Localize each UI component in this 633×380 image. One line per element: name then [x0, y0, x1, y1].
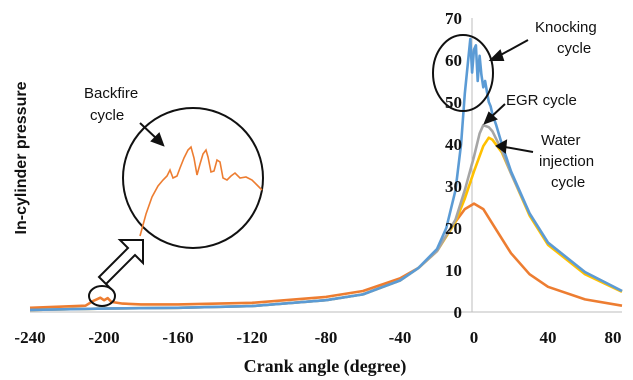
- x-tick-label: 40: [540, 328, 557, 347]
- y-tick-label: 70: [445, 9, 462, 28]
- backfire-marker-circle: [88, 285, 116, 307]
- y-tick-label: 30: [445, 177, 462, 196]
- knocking-arrowhead: [488, 49, 505, 61]
- x-tick-label: -240: [14, 328, 45, 347]
- knocking-arrow: [496, 39, 529, 58]
- backfire-zoom-arrow: [97, 239, 144, 290]
- knocking-zoom-circle: [432, 34, 494, 112]
- x-tick-label: -160: [162, 328, 193, 347]
- y-tick-label: 40: [445, 135, 462, 154]
- x-tick-labels: -240 -200 -160 -120 -80 -40 0 40 80: [14, 328, 621, 347]
- series-line-3: [29, 37, 623, 312]
- annotation-egr: EGR cycle: [506, 92, 577, 109]
- annotation-backfire: Backfire cycle: [84, 85, 142, 124]
- y-axis-title: In-cylinder pressure: [13, 81, 30, 234]
- x-tick-label: -40: [389, 328, 412, 347]
- y-tick-label: 60: [445, 51, 462, 70]
- y-tick-label: 0: [454, 303, 463, 322]
- x-tick-label: -80: [315, 328, 338, 347]
- series-line-0: [29, 202, 623, 310]
- annotation-water-injection: Water injection cycle: [539, 132, 598, 191]
- x-tick-label: -200: [88, 328, 119, 347]
- x-tick-label: -120: [236, 328, 267, 347]
- backfire-zoom-circle: [122, 107, 264, 249]
- backfire-arrow: [139, 122, 158, 140]
- series-group: [29, 37, 623, 312]
- water-arrowhead: [495, 139, 508, 154]
- annotation-arrows: [139, 39, 534, 154]
- y-tick-label: 20: [445, 219, 462, 238]
- water-arrow: [504, 146, 534, 153]
- x-tick-label: 0: [470, 328, 479, 347]
- y-tick-label: 10: [445, 261, 462, 280]
- x-axis-title: Crank angle (degree): [244, 356, 407, 377]
- annotation-knocking: Knocking cycle: [535, 19, 601, 57]
- egr-arrowhead: [483, 111, 498, 125]
- series-line-1: [29, 136, 623, 312]
- backfire-arrowhead: [150, 132, 165, 147]
- backfire-zoom-trace: [139, 145, 263, 237]
- x-tick-label: 80: [605, 328, 622, 347]
